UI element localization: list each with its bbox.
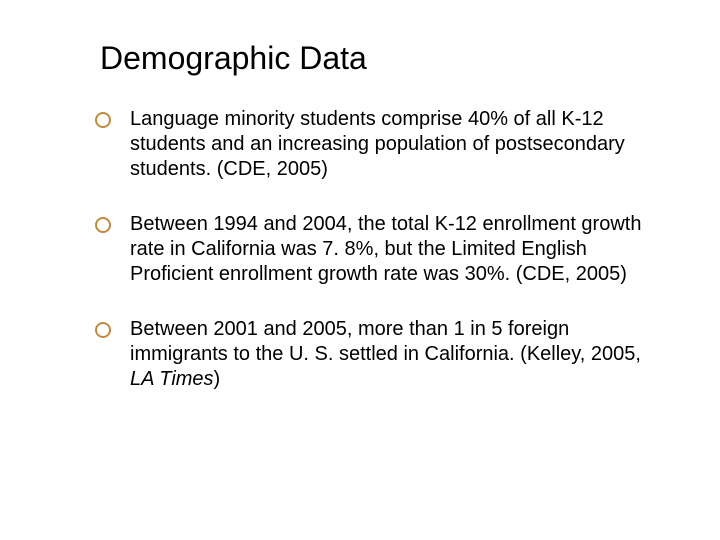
bullet-text-prefix: Between 2001 and 2005, more than 1 in 5 … [130,318,641,365]
slide: Demographic Data Language minority stude… [0,0,720,540]
bullet-list: Language minority students comprise 40% … [95,107,670,392]
bullet-item: Language minority students comprise 40% … [95,107,670,182]
slide-title: Demographic Data [100,40,670,77]
bullet-item: Between 2001 and 2005, more than 1 in 5 … [95,317,670,392]
bullet-text-suffix: ) [214,368,221,390]
bullet-item: Between 1994 and 2004, the total K-12 en… [95,212,670,287]
bullet-text: Language minority students comprise 40% … [130,108,625,180]
bullet-text: Between 1994 and 2004, the total K-12 en… [130,213,641,285]
bullet-text-italic: LA Times [130,368,214,390]
